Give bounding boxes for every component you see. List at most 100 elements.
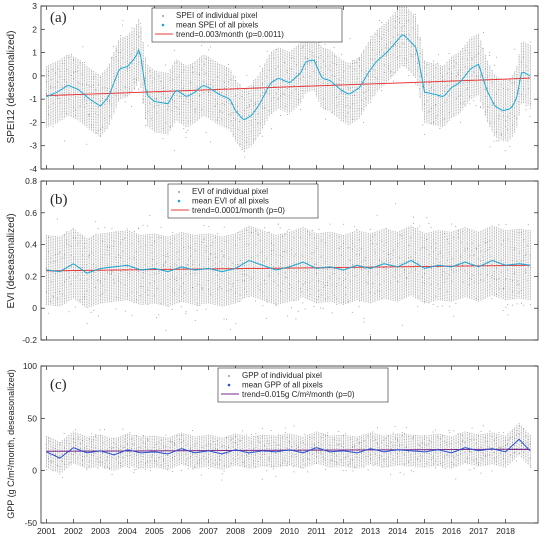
pixel-point	[390, 289, 392, 291]
pixel-point	[324, 261, 326, 263]
pixel-point	[412, 15, 414, 17]
pixel-point	[174, 150, 176, 152]
pixel-point	[484, 88, 486, 90]
pixel-point	[448, 252, 450, 254]
pixel-point	[363, 317, 365, 319]
pixel-point	[320, 307, 322, 309]
pixel-point	[408, 436, 410, 438]
pixel-point	[509, 454, 511, 456]
pixel-point	[251, 256, 253, 258]
pixel-point	[93, 452, 95, 454]
pixel-point	[99, 295, 101, 297]
pixel-point	[190, 446, 192, 448]
pixel-point	[66, 239, 68, 241]
pixel-point	[374, 452, 376, 454]
pixel-point	[331, 459, 333, 461]
pixel-point	[64, 254, 66, 256]
pixel-point	[458, 95, 460, 97]
pixel-point	[210, 141, 212, 143]
pixel-point	[478, 462, 480, 464]
pixel-point	[214, 90, 216, 92]
pixel-point	[91, 107, 93, 109]
pixel-point	[468, 450, 470, 452]
pixel-point	[439, 444, 441, 446]
pixel-point	[397, 439, 399, 441]
pixel-point	[349, 87, 351, 89]
pixel-point	[455, 270, 457, 272]
pixel-point	[401, 431, 403, 433]
pixel-point	[401, 434, 403, 436]
pixel-point	[268, 231, 270, 233]
y-tick-label: 0.4	[25, 240, 37, 250]
pixel-point	[257, 112, 259, 114]
pixel-point	[489, 122, 491, 124]
pixel-point	[359, 254, 361, 256]
pixel-point	[272, 250, 274, 252]
pixel-point	[367, 456, 369, 458]
pixel-point	[457, 459, 459, 461]
pixel-point	[230, 436, 232, 438]
pixel-point	[326, 284, 328, 286]
pixel-point	[380, 441, 382, 443]
pixel-point	[251, 453, 253, 455]
pixel-point	[140, 31, 142, 33]
pixel-point	[126, 454, 128, 456]
pixel-point	[93, 309, 95, 311]
pixel-point	[239, 143, 241, 145]
pixel-point	[253, 105, 255, 107]
pixel-point	[527, 444, 529, 446]
pixel-point	[379, 284, 381, 286]
pixel-point	[387, 48, 389, 50]
pixel-point	[453, 463, 455, 465]
pixel-point	[273, 441, 275, 443]
pixel-point	[86, 279, 88, 281]
pixel-point	[370, 459, 372, 461]
pixel-point	[59, 252, 61, 254]
pixel-point	[491, 277, 493, 279]
pixel-point	[102, 293, 104, 295]
panel-a-legend: SPEI of individual pixel mean SPEI of al…	[151, 7, 343, 43]
pixel-point	[403, 25, 405, 27]
pixel-point	[219, 455, 221, 457]
pixel-point	[63, 79, 65, 81]
pixel-point	[395, 438, 397, 440]
pixel-point	[455, 250, 457, 252]
pixel-point	[90, 85, 92, 87]
pixel-point	[194, 445, 196, 447]
pixel-point	[329, 461, 331, 463]
pixel-point	[79, 83, 81, 85]
pixel-point	[437, 266, 439, 268]
pixel-point	[322, 98, 324, 100]
pixel-point	[290, 249, 292, 251]
pixel-point	[282, 235, 284, 237]
pixel-point	[280, 448, 282, 450]
pixel-point	[162, 93, 164, 95]
pixel-point	[118, 462, 120, 464]
pixel-point	[212, 86, 214, 88]
pixel-point	[210, 252, 212, 254]
pixel-point	[397, 34, 399, 36]
pixel-point	[415, 13, 417, 15]
pixel-point	[404, 269, 406, 271]
pixel-point	[487, 249, 489, 251]
pixel-point	[100, 434, 102, 436]
pixel-point	[399, 257, 401, 259]
pixel-point	[313, 71, 315, 73]
pixel-point	[392, 45, 394, 47]
pixel-point	[52, 295, 54, 297]
pixel-point	[86, 103, 88, 105]
pixel-point	[286, 251, 288, 253]
pixel-point	[372, 431, 374, 433]
pixel-point	[140, 22, 142, 24]
pixel-point	[245, 274, 247, 276]
pixel-point	[262, 291, 264, 293]
pixel-point	[86, 290, 88, 292]
pixel-point	[55, 454, 57, 456]
pixel-point	[487, 106, 489, 108]
pixel-point	[419, 75, 421, 77]
pixel-point	[338, 236, 340, 238]
pixel-point	[248, 93, 250, 95]
pixel-point	[167, 105, 169, 107]
pixel-point	[316, 456, 318, 458]
pixel-point	[248, 296, 250, 298]
